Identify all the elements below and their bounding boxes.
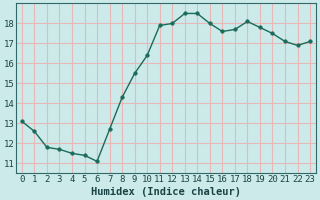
X-axis label: Humidex (Indice chaleur): Humidex (Indice chaleur)	[91, 186, 241, 197]
